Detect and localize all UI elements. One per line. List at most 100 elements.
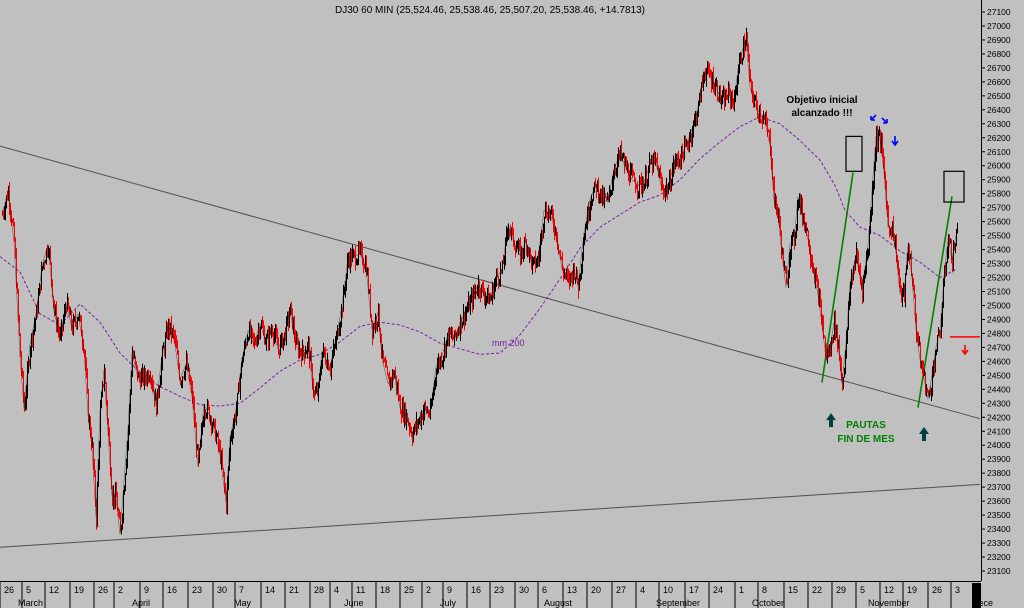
- x-day-label: 5: [26, 585, 31, 595]
- x-day-label: 6: [542, 585, 547, 595]
- x-month-label: November: [868, 598, 910, 608]
- x-month-label: September: [656, 598, 700, 608]
- y-tick-label: 26400: [987, 105, 1011, 115]
- y-axis-background: [981, 0, 1024, 608]
- x-day-label: 30: [519, 585, 529, 595]
- pautas-annotation: FIN DE MES: [837, 434, 895, 445]
- y-tick-label: 26100: [987, 147, 1011, 157]
- x-month-label: June: [344, 598, 364, 608]
- target-box: [943, 170, 965, 203]
- x-day-label: 13: [567, 585, 577, 595]
- y-tick-label: 23400: [987, 524, 1011, 534]
- y-tick-label: 23300: [987, 538, 1011, 548]
- x-day-label: 27: [616, 585, 626, 595]
- x-day-label: 15: [788, 585, 798, 595]
- y-tick-label: 24100: [987, 426, 1011, 436]
- y-tick-label: 23800: [987, 468, 1011, 478]
- y-tick-label: 26600: [987, 77, 1011, 87]
- x-month-label: October: [752, 598, 784, 608]
- x-day-label: 30: [217, 585, 227, 595]
- y-tick-label: 27000: [987, 21, 1011, 31]
- x-month-label: May: [234, 598, 252, 608]
- x-day-label: 9: [144, 585, 149, 595]
- x-day-label: 17: [689, 585, 699, 595]
- y-tick-label: 25500: [987, 231, 1011, 241]
- red-arrow-icon: [961, 345, 969, 356]
- x-day-label: 23: [494, 585, 504, 595]
- x-day-label: 10: [663, 585, 673, 595]
- objetivo-annotation: alcanzado !!!: [791, 108, 852, 119]
- x-day-label: 14: [265, 585, 275, 595]
- y-tick-label: 25700: [987, 203, 1011, 213]
- blue-arrow-icon: [870, 114, 877, 121]
- x-day-label: 8: [762, 585, 767, 595]
- x-month-label: March: [18, 598, 43, 608]
- x-axis: 26 5 12 19 26 2 9 16 23 30 7 14 21 28 4 11 18 25 2 9 16 23 30 6…: [0, 581, 993, 608]
- x-day-label: 12: [49, 585, 59, 595]
- y-tick-label: 25200: [987, 273, 1011, 283]
- x-day-label: 21: [289, 585, 299, 595]
- y-tick-label: 24800: [987, 328, 1011, 338]
- y-tick-label: 23700: [987, 482, 1011, 492]
- chart-title: DJ30 60 MIN (25,524.46, 25,538.46, 25,50…: [335, 5, 645, 16]
- x-day-label: 26: [4, 585, 14, 595]
- x-day-label: 1: [739, 585, 744, 595]
- y-tick-label: 25800: [987, 189, 1011, 199]
- moving-average-line: [0, 116, 958, 407]
- blue-arrow-icon: [891, 136, 899, 147]
- x-day-label: 2: [118, 585, 123, 595]
- y-tick-label: 24600: [987, 356, 1011, 366]
- y-tick-label: 25000: [987, 300, 1011, 310]
- x-day-label: 25: [404, 585, 414, 595]
- x-day-label: 9: [447, 585, 452, 595]
- y-tick-label: 23200: [987, 552, 1011, 562]
- x-day-label: 26: [98, 585, 108, 595]
- trendline: [821, 172, 854, 383]
- y-tick-label: 24000: [987, 440, 1011, 450]
- x-day-label: 22: [812, 585, 822, 595]
- y-tick-label: 26700: [987, 63, 1011, 73]
- x-day-label: 23: [192, 585, 202, 595]
- x-month-label: July: [440, 598, 457, 608]
- x-day-label: 4: [334, 585, 339, 595]
- x-axis-end-block: [972, 583, 981, 608]
- x-day-label: 29: [836, 585, 846, 595]
- x-day-label: 3: [955, 585, 960, 595]
- chart-markers: [826, 114, 980, 442]
- y-tick-label: 24900: [987, 314, 1011, 324]
- y-tick-label: 25600: [987, 217, 1011, 227]
- x-day-label: 16: [471, 585, 481, 595]
- x-day-label: 2: [426, 585, 431, 595]
- x-day-label: 11: [356, 585, 365, 595]
- mm200-label: mm 200: [492, 338, 525, 348]
- y-tick-label: 23900: [987, 454, 1011, 464]
- objetivo-annotation: Objetivo inicial: [786, 95, 857, 106]
- x-month-label: April: [132, 598, 150, 608]
- x-day-label: 26: [932, 585, 942, 595]
- trendline: [0, 145, 981, 420]
- price-series: [1, 27, 958, 535]
- y-tick-label: 25300: [987, 259, 1011, 269]
- price-line: [1, 38, 958, 535]
- x-day-label: 19: [907, 585, 917, 595]
- y-axis: 23100 23200 23300 23400 23500 23600 23700 23800…: [981, 0, 1024, 608]
- y-tick-label: 26200: [987, 133, 1011, 143]
- x-day-label: 18: [380, 585, 390, 595]
- y-tick-label: 24200: [987, 412, 1011, 422]
- x-day-label: 24: [713, 585, 723, 595]
- x-day-label: 28: [314, 585, 324, 595]
- y-tick-label: 26900: [987, 35, 1011, 45]
- x-month-label: Dece: [972, 598, 993, 608]
- up-arrow-icon: [826, 413, 836, 428]
- x-day-label: 19: [74, 585, 84, 595]
- y-tick-label: 24400: [987, 384, 1011, 394]
- y-tick-label: 23100: [987, 566, 1011, 576]
- trendline: [0, 483, 981, 548]
- x-month-label: August: [544, 598, 573, 608]
- blue-arrow-icon: [881, 117, 888, 124]
- y-tick-label: 26800: [987, 49, 1011, 59]
- x-day-label: 5: [860, 585, 865, 595]
- y-tick-label: 24300: [987, 398, 1011, 408]
- moving-average-series: [0, 116, 958, 407]
